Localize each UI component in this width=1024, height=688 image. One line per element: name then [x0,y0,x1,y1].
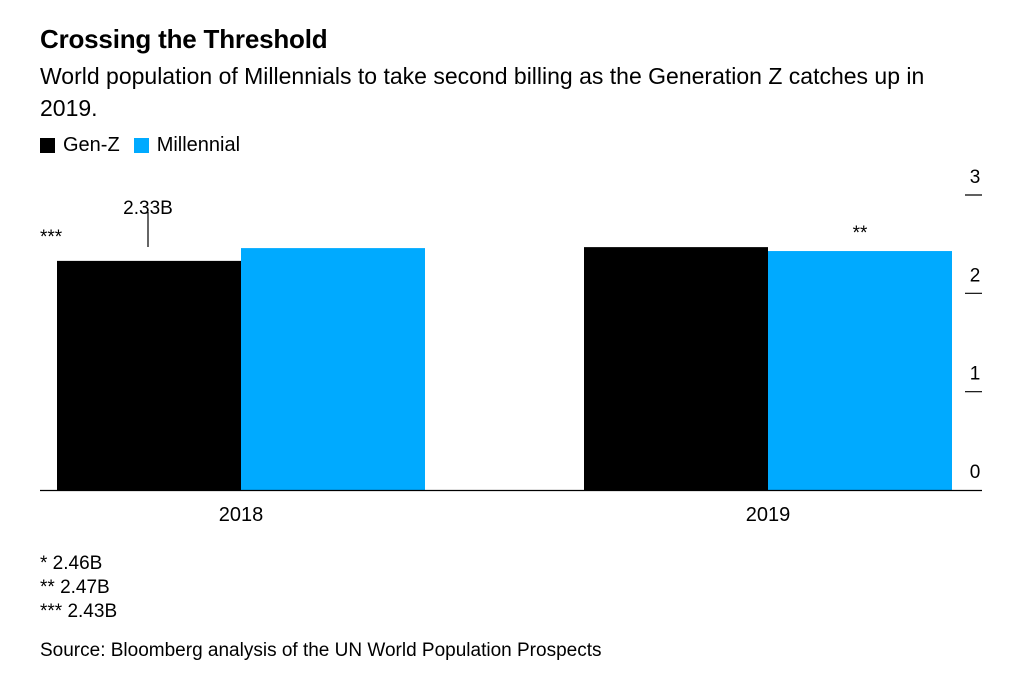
legend: Gen-Z Millennial [40,134,254,157]
bar-millennial-2018 [241,248,425,490]
footnotes: * 2.46B ** 2.47B *** 2.43B [40,552,117,624]
x-tick-label-2019: 2019 [746,504,791,526]
footnote-3: *** 2.43B [40,601,118,622]
bar-gen-z-2018 [57,260,241,490]
bar-millennial-2019 [768,251,952,490]
y-tick-label-3: 3 [970,167,981,188]
y-tick-label-1: 1 [970,364,981,385]
y-tick-label-2: 2 [970,265,981,286]
annotation-marker-triple: *** [40,227,63,248]
legend-swatch-gen-z [40,138,55,153]
legend-swatch-millennial [133,138,149,153]
annotation-marker-double: ** [853,223,868,244]
legend-label-millennial: Millennial [156,134,241,156]
legend-item-millennial: Millennial [133,134,241,157]
source-note: Source: Bloomberg analysis of the UN Wor… [40,640,602,661]
y-tick-label-0: 0 [970,462,981,483]
footnote-2: ** 2.47B [40,577,110,598]
legend-label-gen-z: Gen-Z [63,134,120,156]
x-tick-label-2018: 2018 [219,504,264,526]
footnote-1: * 2.46B [40,553,103,574]
annotation-value-label: 2.33B [123,198,173,219]
bar-gen-z-2019 [584,247,768,490]
legend-item-gen-z: Gen-Z [40,134,120,157]
chart-subtitle: World population of Millennials to take … [40,63,925,121]
chart-title: Crossing the Threshold [40,24,328,54]
